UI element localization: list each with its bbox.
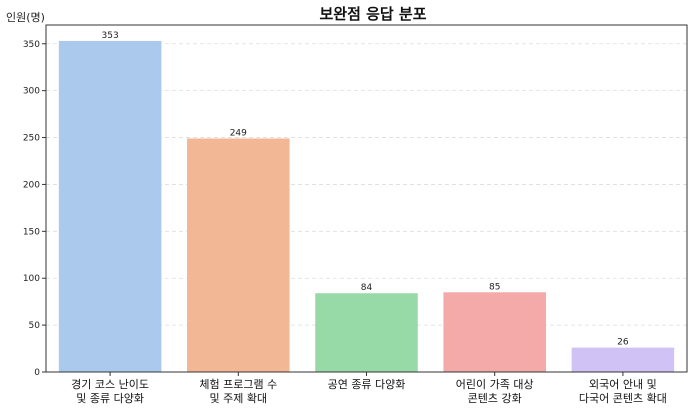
chart-title: 보완점 응답 분포 bbox=[319, 5, 426, 23]
data-label: 26 bbox=[617, 338, 629, 348]
x-tick-label: 외국어 안내 및 bbox=[589, 378, 657, 391]
y-tick-label: 50 bbox=[29, 321, 41, 331]
y-tick-label: 300 bbox=[23, 87, 40, 97]
y-tick-label: 0 bbox=[34, 368, 40, 378]
data-labels: 353 249 84 85 26 bbox=[102, 31, 629, 348]
x-tick-label: 경기 코스 난이도 bbox=[71, 378, 149, 391]
bar bbox=[187, 138, 290, 372]
bar bbox=[443, 292, 546, 372]
x-tick-label: 공연 종류 다양화 bbox=[328, 378, 406, 391]
y-tick-label: 150 bbox=[23, 227, 40, 237]
data-label: 84 bbox=[361, 283, 373, 293]
x-tick-label: 어린이 가족 대상 bbox=[456, 378, 534, 391]
y-tick-label: 100 bbox=[23, 274, 40, 284]
x-tick-label: 콘텐츠 강화 bbox=[468, 392, 522, 405]
bar bbox=[58, 40, 162, 373]
y-axis-label: 인원(명) bbox=[6, 11, 45, 24]
plot-frame bbox=[45, 24, 688, 373]
bars bbox=[58, 40, 675, 373]
y-tick-label: 200 bbox=[23, 180, 40, 190]
data-label: 249 bbox=[230, 128, 247, 138]
bar bbox=[315, 293, 418, 372]
data-label: 85 bbox=[489, 282, 500, 292]
bar bbox=[571, 347, 675, 372]
data-label: 353 bbox=[102, 31, 119, 41]
x-tick-label: 체험 프로그램 수 bbox=[199, 378, 277, 391]
x-tick-label: 다국어 콘텐츠 확대 bbox=[579, 392, 667, 405]
x-tick-label: 및 종류 다양화 bbox=[76, 392, 144, 405]
x-tick-label: 및 주제 확대 bbox=[210, 392, 268, 405]
y-axis-ticks: 0 50 100 150 200 250 300 350 bbox=[23, 40, 46, 378]
y-tick-label: 350 bbox=[23, 40, 40, 50]
y-tick-label: 250 bbox=[23, 134, 40, 144]
